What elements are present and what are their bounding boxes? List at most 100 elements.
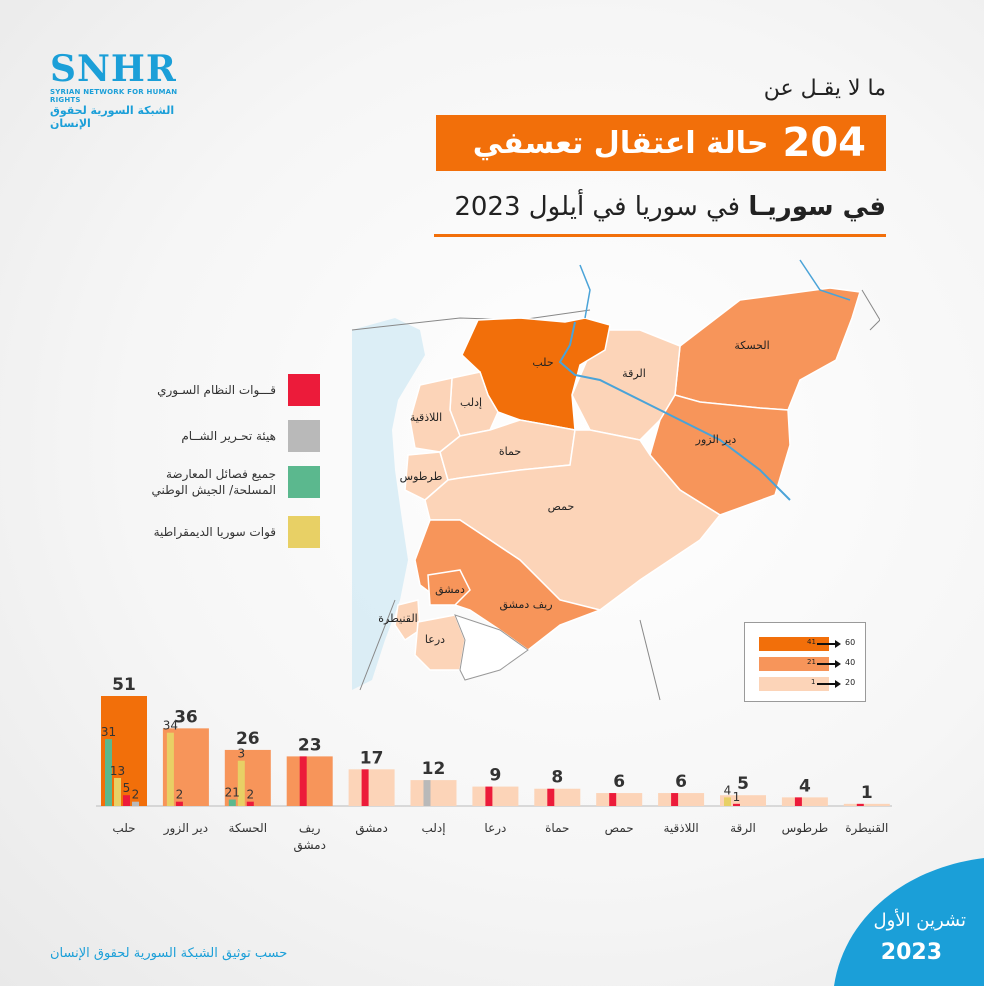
legend-item-regime: قـــوات النظام السـوري xyxy=(140,374,320,408)
scale-row-high: 41 60 xyxy=(759,637,863,651)
series-bar xyxy=(299,756,307,806)
source-note: حسب توثيق الشبكة السورية لحقوق الإنسان xyxy=(50,946,288,961)
series-value-label: 2 xyxy=(132,788,140,802)
scale-from: 41 xyxy=(807,638,816,646)
category-label: حمص xyxy=(605,821,634,836)
category-label: اللاذقية xyxy=(663,821,698,835)
category-label: ريف xyxy=(299,821,321,836)
legend-item-sdf: قوات سوريا الديمقراطية xyxy=(140,516,320,550)
series-value-label: 2 xyxy=(246,788,254,802)
syria-map: حلب الرقة الحسكة دير الزور إدلب اللاذقية… xyxy=(351,259,880,701)
series-value-label: 4 xyxy=(724,783,732,797)
tigris-river xyxy=(579,259,851,319)
map-region-suwayda xyxy=(454,614,529,681)
headline-subline: في سوريـا في سوريا في أيلول 2023 xyxy=(454,192,886,222)
logo-english-name: SYRIAN NETWORK FOR HUMAN RIGHTS xyxy=(50,88,178,104)
series-value-label: 5 xyxy=(123,781,131,795)
series-bar xyxy=(114,777,121,806)
series-bar xyxy=(132,801,139,806)
logo-arabic-name: الشبكة السورية لحقوق الإنسان xyxy=(50,104,175,130)
category-label: دمشق xyxy=(293,838,325,853)
legend-item-sna: جميع فصائل المعارضة المسلحة/ الجيش الوطن… xyxy=(140,466,320,500)
map-label-hasakah: الحسكة xyxy=(734,339,769,352)
category-label: دمشق xyxy=(355,821,387,836)
scale-swatch-high xyxy=(759,637,829,651)
legend-swatch-hts xyxy=(288,420,320,452)
series-bar xyxy=(166,732,174,806)
total-label: 5 xyxy=(737,774,749,794)
map-label-quneitra: القنيطرة xyxy=(378,612,417,625)
category-label: إدلب xyxy=(421,821,445,835)
scale-row-low: 1 20 xyxy=(759,677,863,691)
total-label: 1 xyxy=(861,783,873,803)
series-bar xyxy=(794,797,802,806)
series-bar xyxy=(246,801,254,806)
total-label: 12 xyxy=(422,759,446,779)
series-value-label: 13 xyxy=(110,764,125,778)
map-label-raqqa: الرقة xyxy=(622,367,646,380)
total-bar xyxy=(286,756,333,806)
series-bar xyxy=(105,739,112,806)
total-label: 17 xyxy=(360,748,384,768)
scale-from: 1 xyxy=(811,678,816,686)
legend-label: هيئة تحـرير الشــام xyxy=(181,429,276,443)
map-region-damascus xyxy=(427,569,471,606)
total-label: 6 xyxy=(613,772,625,792)
category-label: طرطوس xyxy=(782,821,829,836)
scale-to: 20 xyxy=(845,678,856,687)
map-label-deir: دير الزور xyxy=(695,433,737,446)
headline-subline-rest: في سوريا في أيلول 2023 xyxy=(454,192,741,222)
series-bar xyxy=(856,803,864,806)
series-value-label: 21 xyxy=(225,786,240,800)
series-value-label: 3 xyxy=(237,747,245,761)
map-label-homs: حمص xyxy=(548,500,575,513)
arrow-right-icon xyxy=(817,640,841,648)
series-bar xyxy=(123,795,130,806)
total-bar xyxy=(781,797,828,806)
series-bar xyxy=(485,786,493,806)
series-bar xyxy=(547,788,555,806)
scale-to: 60 xyxy=(845,638,856,647)
total-label: 23 xyxy=(298,735,322,755)
scale-to: 40 xyxy=(845,658,856,667)
scale-swatch-mid xyxy=(759,657,829,671)
legend-label: جميع فصائل المعارضة المسلحة/ الجيش الوطن… xyxy=(151,467,276,497)
total-bar xyxy=(472,786,519,806)
headline-banner-text: حالة اعتقال تعسفي xyxy=(472,125,769,161)
map-label-tartus: طرطوس xyxy=(400,470,443,483)
total-bar xyxy=(224,749,271,806)
series-value-label: 31 xyxy=(101,725,116,739)
date-badge xyxy=(834,858,984,986)
map-region-rif-dimashq xyxy=(414,519,603,651)
map-region-deir xyxy=(649,394,791,516)
series-bar xyxy=(671,793,679,806)
map-label-latakia: اللاذقية xyxy=(410,411,442,424)
legend-label: قوات سوريا الديمقراطية xyxy=(153,525,276,539)
series-bar xyxy=(175,801,183,806)
series-value-label: 1 xyxy=(733,790,741,804)
legend-label: قـــوات النظام السـوري xyxy=(157,383,276,397)
category-label: حماة xyxy=(545,821,569,835)
series-bar xyxy=(733,803,740,806)
series-bar xyxy=(228,799,236,806)
map-scale-legend: 41 60 21 40 1 20 xyxy=(744,622,866,702)
legend-item-hts: هيئة تحـرير الشــام xyxy=(140,420,320,454)
category-label: درعا xyxy=(484,821,506,836)
series-bar xyxy=(609,793,617,806)
date-month: تشرين الأول xyxy=(873,910,966,931)
category-label: دير الزور xyxy=(163,821,208,836)
scale-swatch-low xyxy=(759,677,829,691)
scale-from: 21 xyxy=(807,658,816,666)
headline-subline-bold: في سوريـا xyxy=(748,192,886,222)
total-bar xyxy=(534,788,581,806)
total-label: 8 xyxy=(551,768,563,788)
map-label-rif-dimashq: ريف دمشق xyxy=(499,598,552,612)
headline-underline xyxy=(434,234,886,237)
map-label-damascus: دمشق xyxy=(435,583,465,597)
date-year: 2023 xyxy=(880,940,942,965)
total-label: 4 xyxy=(799,776,811,796)
arrow-right-icon xyxy=(817,680,841,688)
euphrates-river xyxy=(558,321,791,501)
category-label: الحسكة xyxy=(229,821,268,835)
